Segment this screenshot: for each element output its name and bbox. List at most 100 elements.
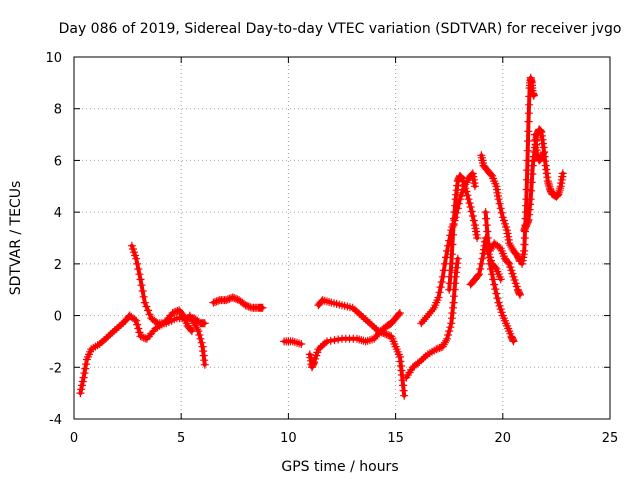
y-tick-labels: -4 -2 0 2 4 6 8 10	[45, 51, 62, 428]
data-point-marker	[443, 246, 452, 255]
data-point-marker	[326, 336, 335, 345]
chart-title: Day 086 of 2019, Sidereal Day-to-day VTE…	[59, 21, 622, 37]
data-point-marker	[465, 199, 474, 208]
data-point-marker	[139, 292, 148, 301]
data-series	[518, 73, 538, 268]
data-point-marker	[79, 373, 88, 382]
data-point-marker	[436, 283, 445, 292]
data-point-marker	[194, 327, 203, 336]
data-point-marker	[523, 156, 532, 165]
series-band	[129, 243, 207, 326]
data-point-marker	[196, 334, 205, 343]
data-point-marker	[78, 381, 86, 390]
data-point-marker	[311, 354, 320, 363]
data-point-marker	[244, 302, 253, 311]
data-point-marker	[395, 309, 404, 317]
data-point-marker	[524, 137, 532, 145]
data-point-marker	[297, 340, 306, 348]
data-point-marker	[144, 306, 152, 315]
data-point-marker	[137, 281, 146, 290]
data-point-marker	[134, 265, 143, 273]
x-tick-label: 25	[602, 431, 619, 446]
data-point-marker	[437, 278, 446, 286]
data-point-marker	[334, 335, 343, 344]
data-point-marker	[528, 170, 537, 178]
data-point-marker	[394, 310, 403, 319]
data-point-marker	[527, 178, 536, 187]
data-point-marker	[488, 270, 497, 279]
data-point-marker	[461, 184, 470, 193]
data-point-marker	[438, 272, 447, 281]
data-point-marker	[439, 266, 448, 275]
y-tick-label: 0	[54, 310, 62, 325]
data-point-marker	[132, 316, 141, 325]
data-point-marker	[523, 146, 532, 155]
data-point-marker	[444, 331, 453, 339]
data-point-marker	[420, 315, 429, 324]
data-point-marker	[489, 275, 498, 284]
data-point-marker	[435, 288, 444, 297]
data-point-marker	[200, 360, 209, 369]
data-point-marker	[200, 319, 209, 328]
data-point-marker	[529, 91, 538, 100]
data-point-marker	[462, 187, 471, 196]
data-point-marker	[140, 298, 149, 307]
x-tick-label: 5	[177, 431, 185, 446]
data-point-marker	[193, 325, 202, 334]
data-point-marker	[142, 302, 151, 311]
data-point-marker	[447, 250, 456, 259]
data-point-marker	[449, 230, 457, 239]
data-point-marker	[493, 294, 502, 303]
data-series	[185, 311, 209, 369]
data-point-marker	[510, 276, 519, 284]
x-tick-label: 0	[70, 431, 78, 446]
y-tick-label: 8	[54, 103, 62, 118]
data-point-marker	[467, 170, 476, 179]
data-point-marker	[418, 317, 427, 326]
y-tick-label: 10	[45, 51, 62, 66]
data-point-marker	[507, 266, 516, 275]
y-tick-label: -4	[49, 413, 62, 428]
data-point-marker	[458, 174, 467, 183]
data-point-marker	[490, 280, 499, 289]
data-point-marker	[477, 259, 486, 268]
data-point-marker	[133, 320, 142, 329]
data-point-marker	[555, 186, 564, 195]
data-series	[466, 234, 505, 289]
data-point-marker	[473, 234, 482, 242]
data-point-marker	[528, 161, 537, 170]
data-point-marker	[516, 290, 524, 299]
data-point-marker	[524, 109, 533, 118]
series-band	[307, 311, 402, 370]
data-series	[531, 130, 548, 165]
data-point-marker	[136, 275, 145, 284]
data-point-marker	[468, 212, 477, 220]
data-point-marker	[258, 303, 267, 312]
data-series	[402, 254, 462, 382]
data-point-marker	[134, 324, 143, 333]
data-point-marker	[428, 305, 437, 314]
data-point-marker	[497, 308, 506, 317]
x-tick-label: 10	[280, 431, 297, 446]
data-point-marker	[195, 331, 204, 339]
y-tick-label: 6	[54, 154, 62, 169]
data-point-marker	[186, 325, 195, 334]
data-point-marker	[77, 385, 86, 394]
data-point-marker	[526, 195, 535, 204]
data-point-marker	[524, 117, 533, 126]
data-point-marker	[442, 336, 450, 345]
data-series	[314, 296, 409, 400]
y-tick-label: 4	[54, 206, 62, 221]
data-point-marker	[539, 148, 548, 157]
data-point-marker	[145, 310, 154, 319]
data-point-marker	[445, 327, 454, 336]
data-point-marker	[76, 389, 85, 398]
data-point-marker	[504, 258, 513, 267]
data-point-marker	[152, 318, 160, 326]
x-tick-label: 15	[387, 431, 404, 446]
x-axis-title: GPS time / hours	[281, 459, 398, 475]
data-point-marker	[130, 315, 139, 324]
data-point-marker	[442, 253, 450, 262]
data-point-marker	[496, 275, 505, 284]
data-point-marker	[558, 169, 567, 178]
